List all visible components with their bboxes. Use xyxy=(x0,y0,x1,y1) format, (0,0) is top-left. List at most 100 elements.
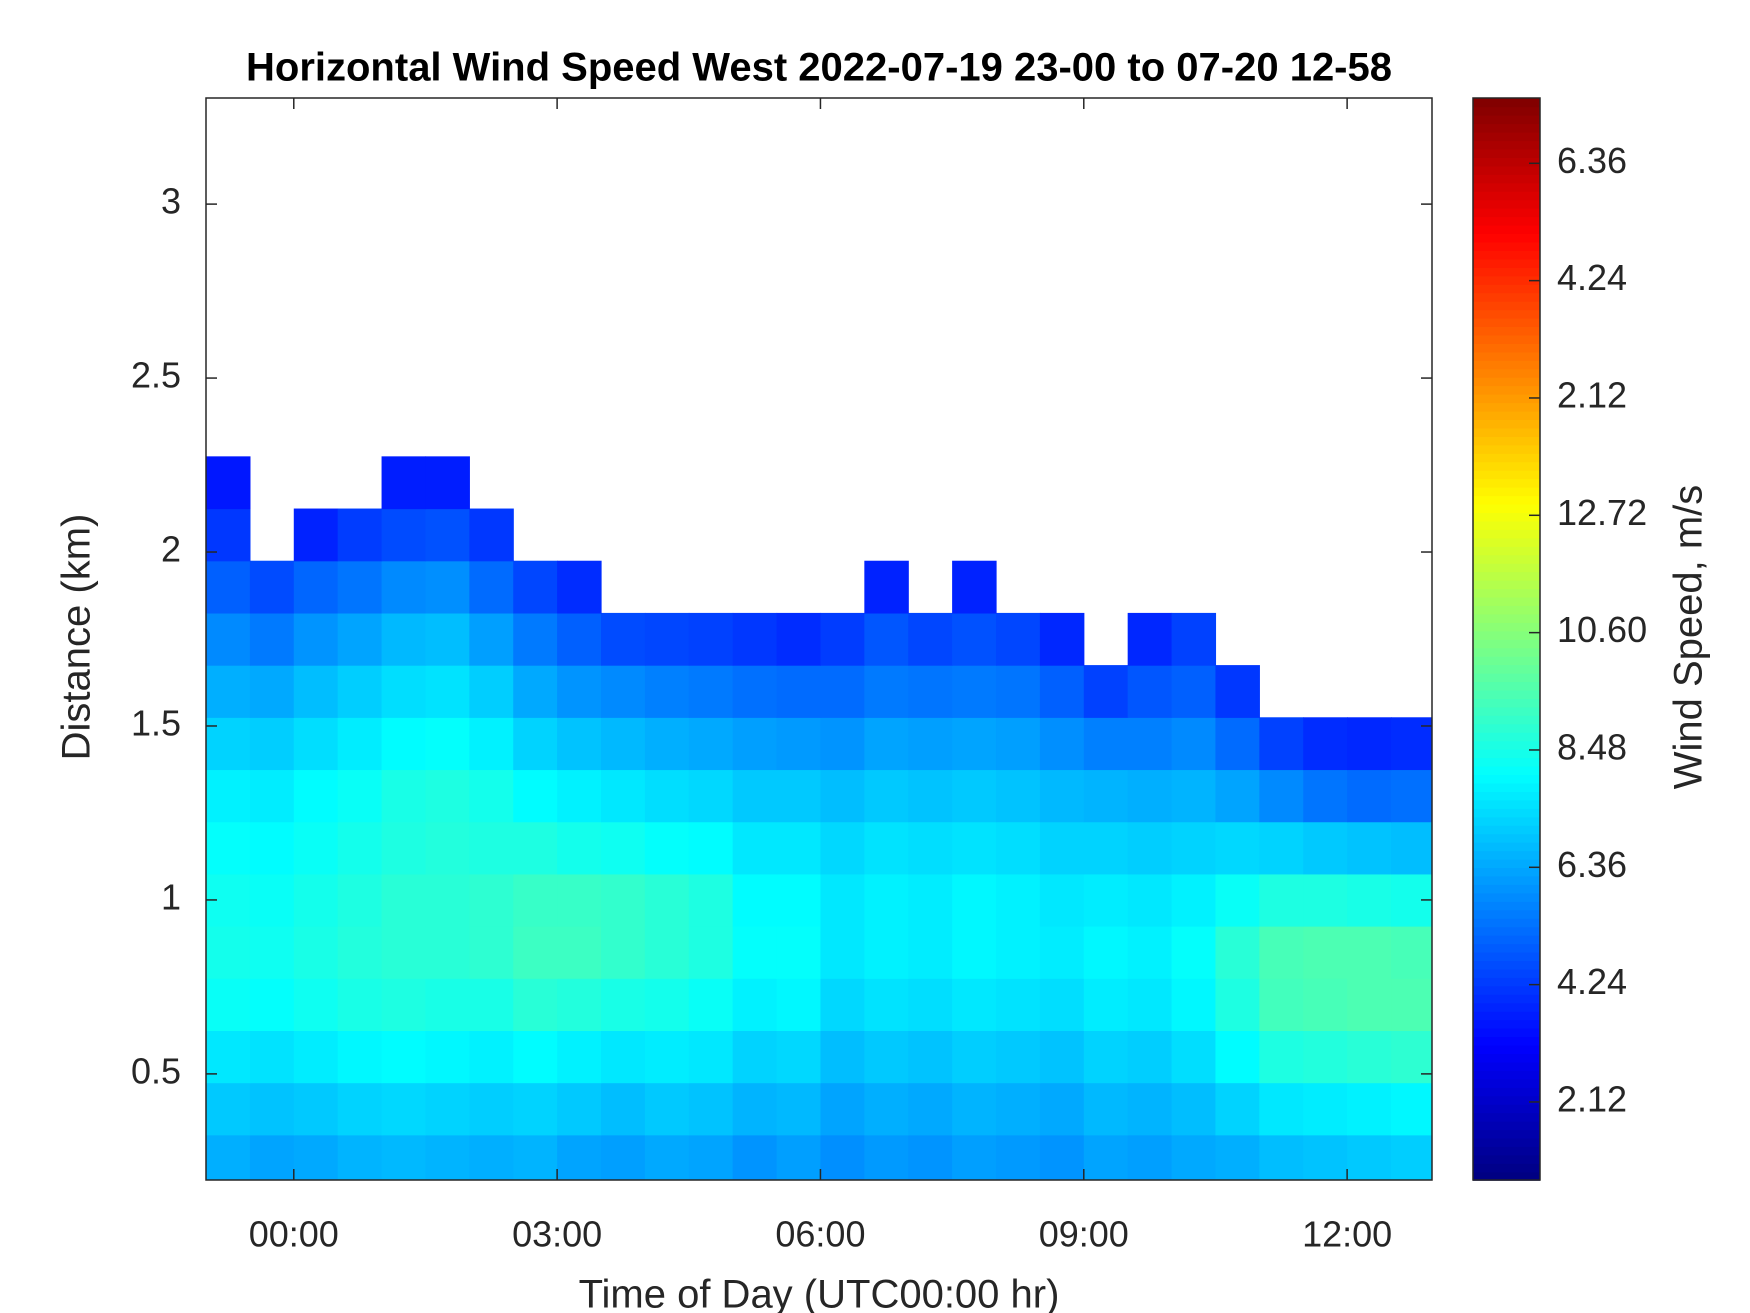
heatmap-cell xyxy=(908,926,953,979)
heatmap-cell xyxy=(425,665,470,718)
heatmap-cell xyxy=(425,612,470,666)
colorbar-tick-label: 6.36 xyxy=(1557,844,1627,885)
colorbar-swatch xyxy=(1473,977,1540,987)
heatmap-cell xyxy=(644,612,690,666)
heatmap-cell xyxy=(293,665,339,718)
heatmap-cell xyxy=(513,978,558,1031)
heatmap-cell xyxy=(337,1030,383,1084)
heatmap-cell xyxy=(337,821,383,875)
heatmap-cell xyxy=(864,717,909,771)
colorbar-frame xyxy=(1472,97,1541,1181)
colorbar-swatch xyxy=(1473,596,1540,606)
heatmap-cell xyxy=(513,612,558,666)
colorbar-swatch xyxy=(1473,368,1540,378)
heatmap-cell xyxy=(1039,1082,1085,1136)
colorbar-swatch xyxy=(1473,385,1540,395)
heatmap-cell xyxy=(820,978,865,1031)
heatmap-cell xyxy=(337,769,383,823)
colorbar-swatch xyxy=(1473,706,1540,716)
colorbar-swatch xyxy=(1473,207,1540,218)
heatmap-cell xyxy=(1171,769,1217,823)
colorbar-swatch xyxy=(1473,520,1540,530)
heatmap-cell xyxy=(1215,769,1260,823)
heatmap-cell xyxy=(1215,1030,1260,1084)
heatmap-cell xyxy=(644,665,690,718)
heatmap-cell xyxy=(381,873,427,927)
y-tick-label: 3 xyxy=(161,181,181,222)
colorbar-swatch xyxy=(1473,165,1540,175)
heatmap-cell xyxy=(601,978,646,1031)
colorbar-swatch xyxy=(1473,1103,1540,1114)
heatmap-cell xyxy=(1303,926,1348,979)
heatmap-cell xyxy=(732,926,778,979)
heatmap-cell xyxy=(557,1134,602,1180)
heatmap-cell xyxy=(732,821,778,875)
colorbar-swatch xyxy=(1473,469,1540,480)
heatmap-cell xyxy=(1303,717,1348,771)
heatmap-cell xyxy=(469,926,514,979)
heatmap-cell xyxy=(1083,821,1129,875)
colorbar-swatch xyxy=(1473,588,1540,598)
colorbar-swatch xyxy=(1473,1002,1540,1012)
heatmap-cell xyxy=(337,978,383,1031)
heatmap-cell xyxy=(206,612,251,666)
heatmap-cell xyxy=(513,717,558,771)
colorbar-swatch xyxy=(1473,182,1540,192)
colorbar-swatch xyxy=(1473,960,1540,970)
heatmap-cell xyxy=(293,560,339,614)
heatmap-cell xyxy=(513,873,558,927)
heatmap-cell xyxy=(908,873,953,927)
colorbar-swatch xyxy=(1473,283,1540,294)
colorbar-swatch xyxy=(1473,495,1540,505)
colorbar-swatch xyxy=(1473,731,1540,742)
heatmap-cell xyxy=(513,821,558,875)
heatmap-cell xyxy=(469,717,514,771)
heatmap-cell xyxy=(1215,665,1260,718)
heatmap-cell xyxy=(557,1030,602,1084)
colorbar-swatch xyxy=(1473,884,1540,894)
colorbar-swatch xyxy=(1473,951,1540,962)
heatmap-cell xyxy=(1171,926,1217,979)
heatmap-cell xyxy=(952,926,997,979)
heatmap-cell xyxy=(293,717,339,771)
heatmap-cell xyxy=(820,1134,865,1180)
heatmap-cell xyxy=(557,769,602,823)
heatmap-cell xyxy=(908,1030,953,1084)
colorbar-swatch xyxy=(1473,1078,1540,1088)
heatmap-cell xyxy=(469,1134,514,1180)
heatmap-cell xyxy=(1215,717,1260,771)
heatmap-cell xyxy=(864,1134,909,1180)
colorbar-swatch xyxy=(1473,579,1540,590)
colorbar-swatch xyxy=(1473,782,1540,792)
heatmap-cell xyxy=(1127,821,1173,875)
heatmap-cell xyxy=(952,560,997,614)
heatmap-cell xyxy=(425,456,470,510)
heatmap-cell xyxy=(293,612,339,666)
heatmap-cell xyxy=(644,821,690,875)
heatmap-cell xyxy=(820,926,865,979)
chart-title: Horizontal Wind Speed West 2022-07-19 23… xyxy=(246,46,1392,90)
heatmap-cell xyxy=(644,769,690,823)
colorbar-swatch xyxy=(1473,841,1540,852)
colorbar-swatch xyxy=(1473,1154,1540,1164)
heatmap-cell xyxy=(513,1134,558,1180)
heatmap-cell xyxy=(864,926,909,979)
heatmap-cell xyxy=(601,1030,646,1084)
heatmap-cell xyxy=(732,1030,778,1084)
heatmap-cell xyxy=(1171,978,1217,1031)
heatmap-cell xyxy=(864,873,909,927)
colorbar-swatch xyxy=(1473,774,1540,784)
heatmap-cell xyxy=(1171,1134,1217,1180)
heatmap-cell xyxy=(1259,978,1304,1031)
heatmap-cell xyxy=(249,821,295,875)
heatmap-cell xyxy=(206,821,251,875)
heatmap-cell xyxy=(820,612,865,666)
y-tick-label: 1 xyxy=(161,876,181,917)
heatmap-cell xyxy=(1215,1082,1260,1136)
heatmap-cell xyxy=(952,821,997,875)
heatmap-cell xyxy=(996,717,1041,771)
heatmap-cell xyxy=(820,665,865,718)
heatmap-cell xyxy=(1391,821,1432,875)
heatmap-cell xyxy=(732,1082,778,1136)
colorbar-swatch xyxy=(1473,241,1540,251)
